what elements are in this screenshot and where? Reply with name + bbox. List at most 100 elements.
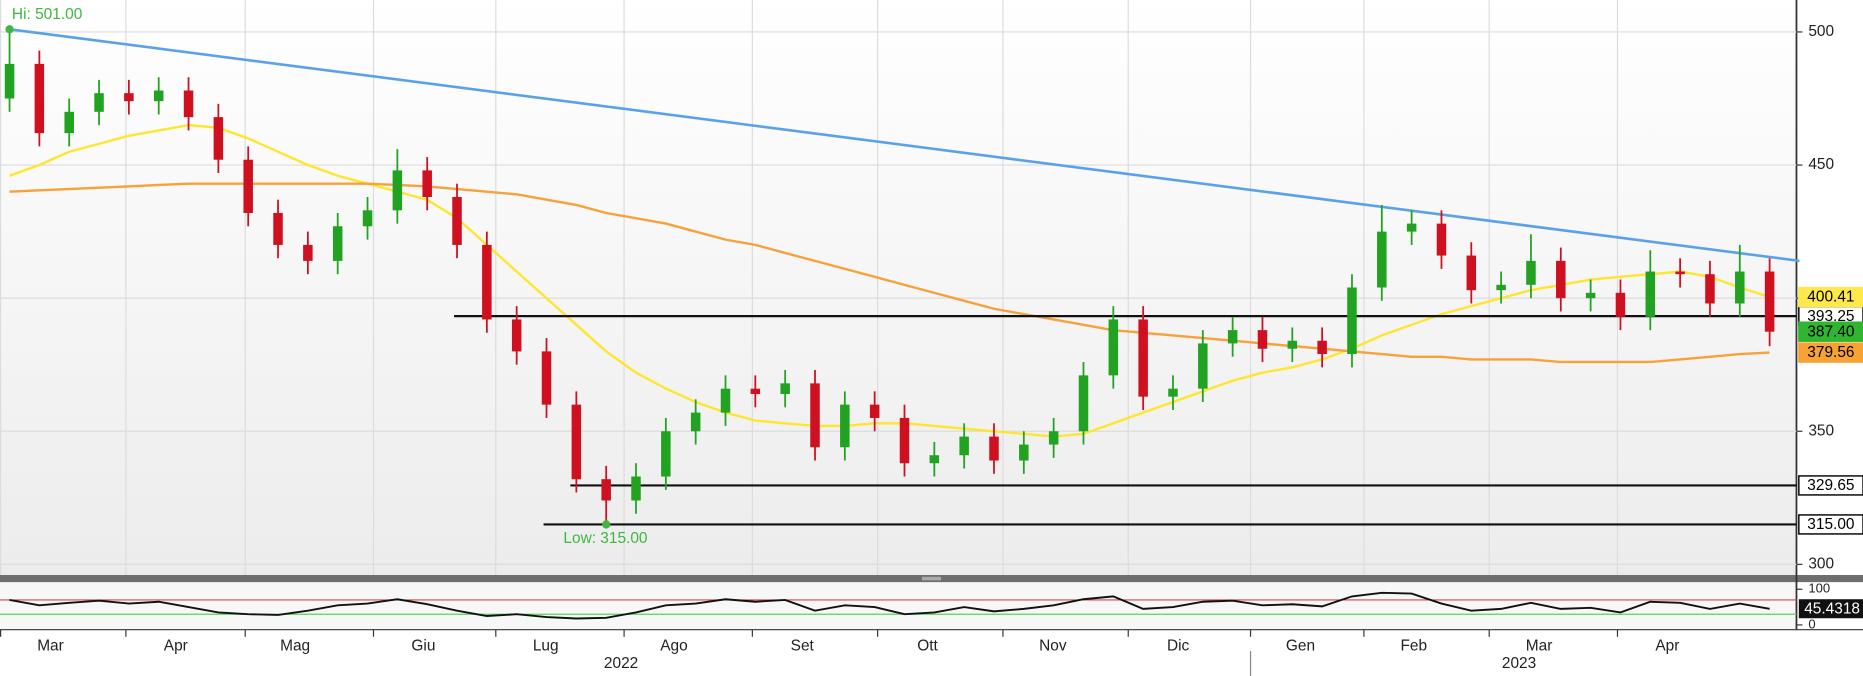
rsi-panel (0, 582, 1797, 630)
candle-body (1287, 340, 1298, 349)
candle-body (1048, 431, 1059, 445)
candle-body (929, 455, 940, 464)
candle-body (989, 436, 999, 461)
price-tag (1798, 475, 1863, 496)
candle-body (959, 436, 969, 456)
candle-body (124, 93, 134, 102)
candle-body (541, 351, 552, 405)
candle-body (631, 476, 641, 501)
rsi-tag (1798, 599, 1863, 619)
candle-body (482, 244, 492, 320)
candle-body (1705, 274, 1715, 304)
candle-body (661, 431, 671, 477)
trendline (9, 27, 1800, 263)
plot: Hi: 501.00 Low: 315.00 (4, 6, 1800, 620)
annotation-dot (5, 25, 14, 34)
candle-body (1317, 340, 1327, 355)
candle-body (1168, 388, 1178, 397)
price-tag-label: 400.41 (1807, 289, 1854, 306)
candle-body (1764, 271, 1775, 332)
moving-average (9, 182, 1770, 364)
price-panel (0, 0, 1797, 576)
rsi-tag-label: 45.4318 (1804, 600, 1860, 617)
candle-body (1496, 284, 1506, 291)
candle-body (869, 404, 880, 418)
x-tick-label: Feb (1401, 637, 1428, 654)
year-label: 2022 (604, 655, 638, 672)
x-tick-label: Nov (1039, 637, 1067, 654)
x-tick-label: Mag (280, 637, 310, 654)
candle-body (1735, 271, 1745, 304)
candle-body (1019, 444, 1029, 461)
candle-body (720, 388, 731, 413)
year-label: 2023 (1502, 655, 1536, 672)
candle-body (511, 319, 522, 352)
price-tag-label: 315.00 (1807, 516, 1854, 533)
candle-body (452, 196, 462, 245)
candle-body (1078, 375, 1089, 432)
candle-body (1466, 255, 1477, 291)
moving-average (9, 123, 1770, 438)
candle-body (1615, 292, 1626, 317)
candle-body (1257, 330, 1268, 349)
candle-body (1436, 223, 1447, 256)
candle-body (303, 244, 313, 261)
candle-body (1585, 292, 1596, 299)
candle-body (94, 93, 104, 112)
annotation-dot (602, 520, 611, 529)
x-tick-label: Giu (411, 637, 435, 654)
candle-body (422, 170, 432, 197)
candle-body (34, 63, 45, 134)
x-tick-label: Ott (917, 637, 938, 654)
candle-body (1556, 260, 1566, 299)
candle-body (273, 212, 283, 245)
price-tag-label: 387.40 (1807, 323, 1854, 340)
candle-body (183, 90, 194, 118)
x-tick-label: Mar (37, 637, 64, 654)
candle-body (1108, 319, 1119, 376)
candle-body (1198, 343, 1208, 389)
x-tick-label: Ago (660, 637, 687, 654)
rsi-tick-label: 100 (1808, 581, 1830, 596)
candle-body (213, 117, 224, 160)
axes: 300350400450500MarAprMagGiuLugAgoSetOttN… (0, 23, 1863, 676)
candle-body (1645, 271, 1656, 317)
candle-body (392, 170, 403, 211)
candle-body (1138, 319, 1148, 397)
annotation: Hi: 501.00 (12, 6, 82, 23)
candle-body (810, 383, 820, 448)
rsi-tick-label: 0 (1808, 616, 1815, 631)
annotation: Low: 315.00 (563, 530, 647, 547)
grid (0, 0, 1797, 615)
candle-body (899, 417, 910, 464)
price-tag-label: 329.65 (1807, 477, 1854, 494)
y-tick-label: 300 (1808, 555, 1834, 572)
x-tick-label: Set (791, 637, 815, 654)
candle-body (1347, 287, 1357, 355)
x-tick-label: Apr (164, 637, 188, 654)
candle-body (332, 226, 343, 261)
candle-body (571, 404, 582, 480)
candle-body (64, 111, 74, 134)
x-tick-label: Lug (533, 637, 559, 654)
x-tick-label: Apr (1655, 637, 1679, 654)
price-tag (1798, 514, 1863, 535)
candle-body (1526, 260, 1536, 285)
x-tick-label: Dic (1167, 637, 1190, 654)
candle-body (601, 479, 611, 501)
candle-body (690, 412, 701, 432)
y-tick-label: 350 (1808, 422, 1834, 439)
price-tag-label: 393.25 (1807, 308, 1854, 325)
divider-handle (921, 576, 942, 581)
candle-body (1675, 271, 1685, 275)
price-tag-label: 379.56 (1807, 344, 1854, 361)
y-tick-label: 500 (1808, 23, 1834, 40)
rsi-line (9, 591, 1770, 620)
candle-body (780, 383, 790, 394)
price-tag (1798, 342, 1863, 363)
candle-body (243, 159, 253, 213)
candle-body (4, 63, 15, 99)
price-tag (1798, 321, 1863, 342)
y-tick-label: 450 (1808, 156, 1834, 173)
